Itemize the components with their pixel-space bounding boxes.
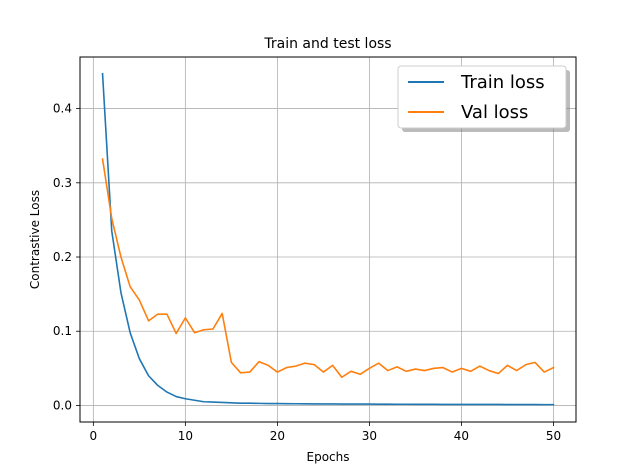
axis-ticks: 0 10 20 30 40 50 0.0 0.1 0.2 0.3 0.4 bbox=[53, 102, 561, 443]
series-line-val-loss bbox=[101, 158, 555, 379]
y-tick-label: 0.0 bbox=[53, 398, 72, 412]
x-tick-label: 40 bbox=[454, 429, 469, 443]
y-tick-label: 0.1 bbox=[53, 324, 72, 338]
legend-label-val-loss: Val loss bbox=[461, 102, 528, 123]
series-lines bbox=[101, 72, 555, 406]
y-tick-label: 0.2 bbox=[53, 250, 72, 264]
x-tick-label: 0 bbox=[90, 429, 98, 443]
x-tick-label: 10 bbox=[178, 429, 193, 443]
legend: Train loss Val loss bbox=[397, 65, 570, 132]
y-axis-label: Contrastive Loss bbox=[28, 190, 42, 289]
x-tick-label: 30 bbox=[362, 429, 377, 443]
plot-frame bbox=[79, 56, 577, 423]
x-tick-label: 50 bbox=[546, 429, 561, 443]
series-line-train-loss bbox=[101, 72, 555, 406]
x-tick-label: 20 bbox=[270, 429, 285, 443]
x-axis-label: Epochs bbox=[307, 450, 350, 464]
y-tick-label: 0.3 bbox=[53, 176, 72, 190]
y-tick-label: 0.4 bbox=[53, 102, 72, 116]
chart-title: Train and test loss bbox=[263, 36, 391, 52]
legend-label-train-loss: Train loss bbox=[460, 72, 545, 93]
